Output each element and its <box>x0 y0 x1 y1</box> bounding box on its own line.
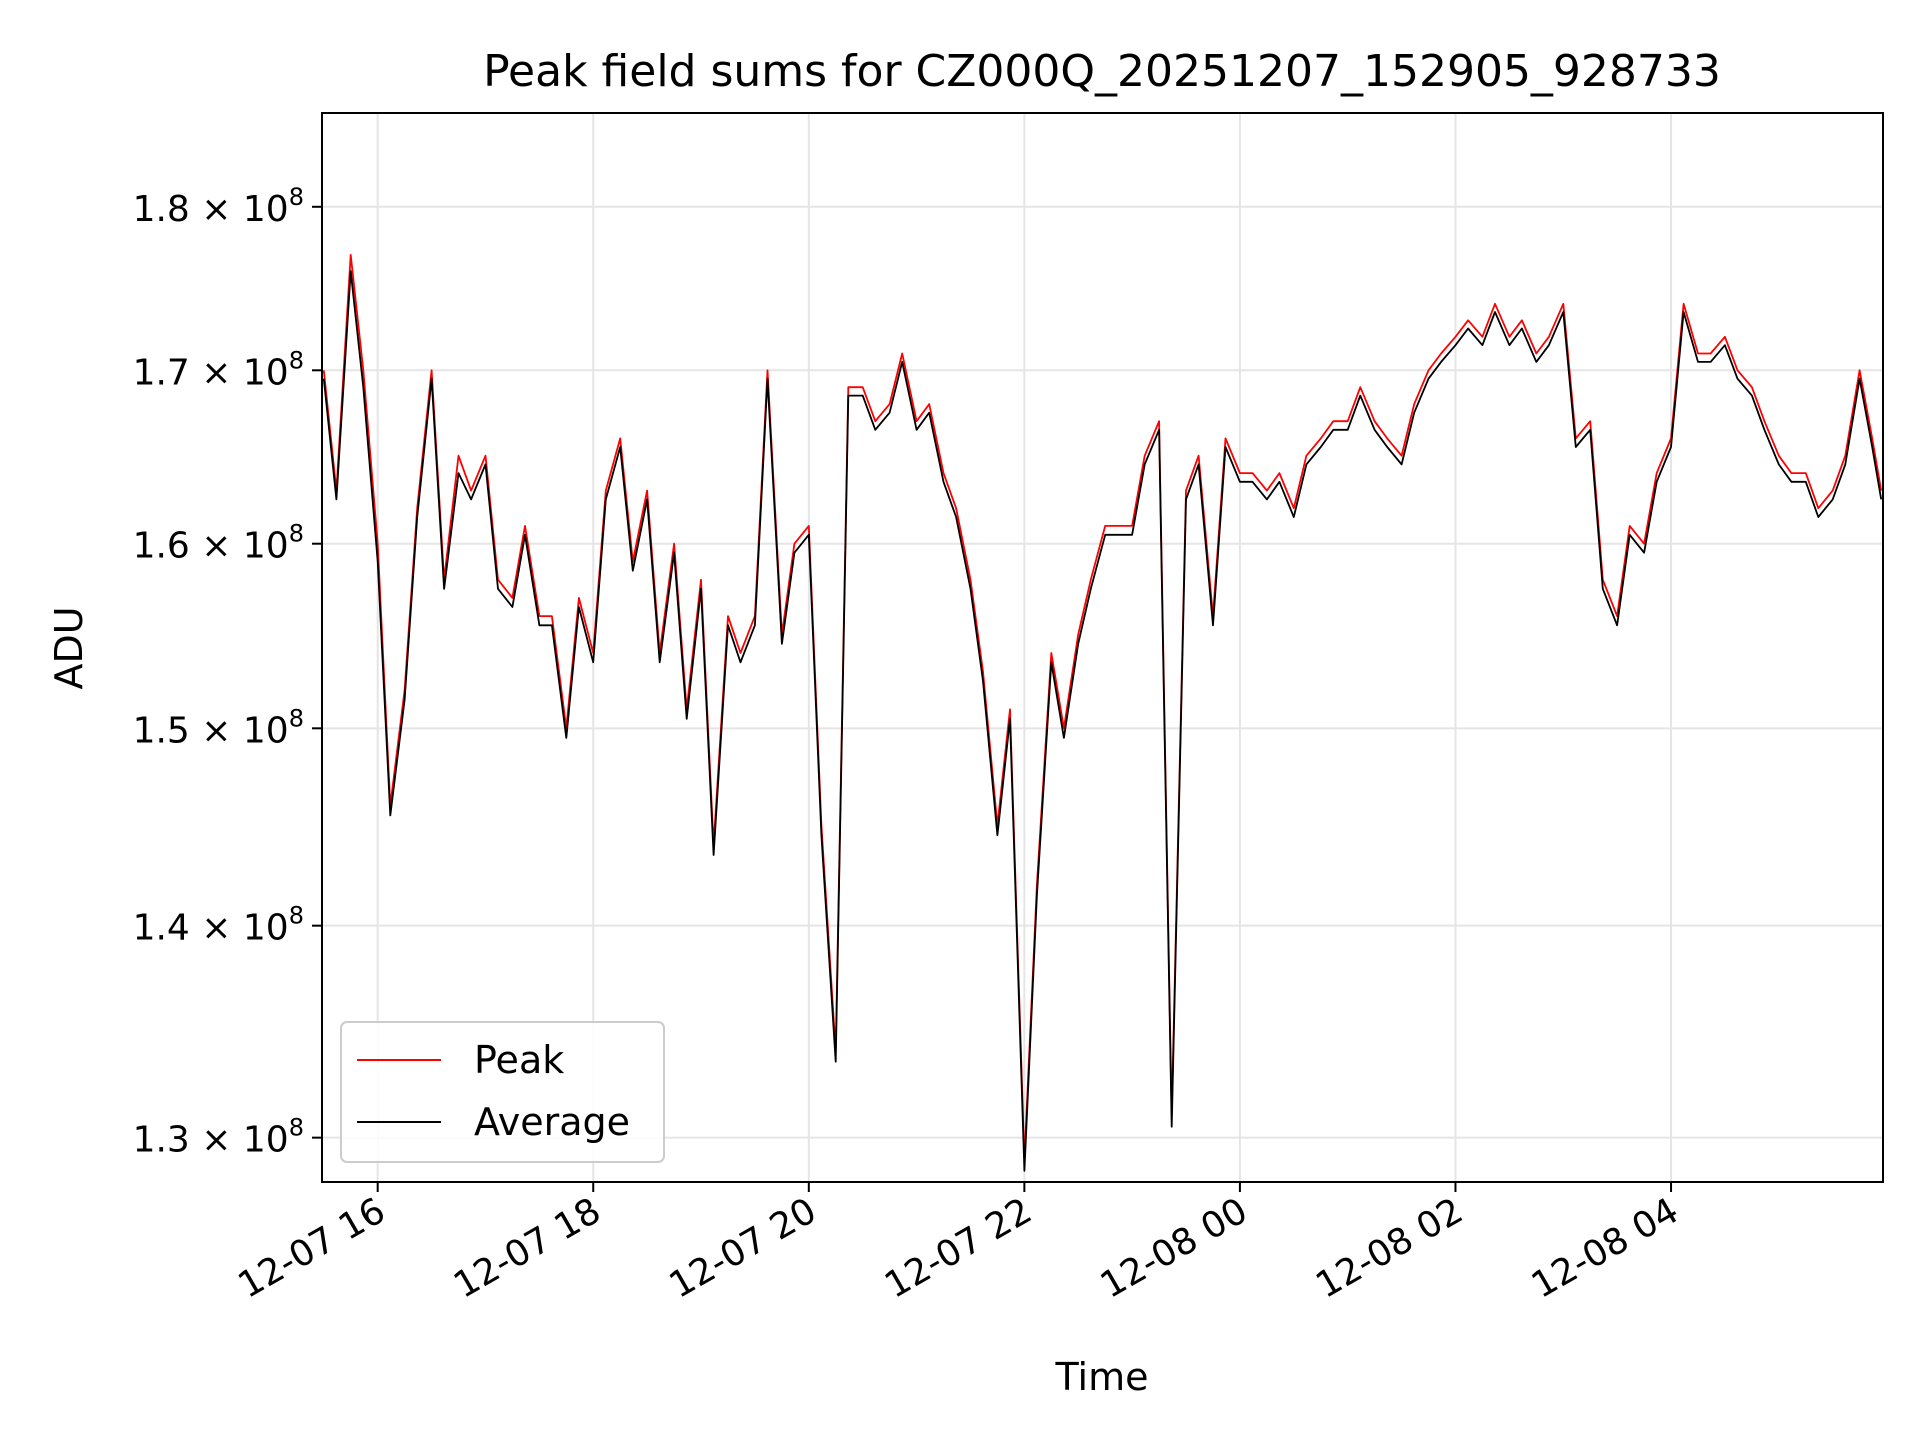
legend-label: Average <box>474 1100 630 1144</box>
y-tick-label: 1.8 × 108 <box>133 183 304 230</box>
plot-frame <box>321 112 1884 1183</box>
y-tick-label: 1.6 × 108 <box>133 520 304 567</box>
y-tick-label: 1.7 × 108 <box>133 346 304 393</box>
series-peak-line <box>322 253 1883 1161</box>
y-tick-label: 1.3 × 108 <box>133 1114 304 1161</box>
plot-lines <box>322 253 1883 1172</box>
chart-title: Peak field sums for CZ000Q_20251207_1529… <box>483 46 1721 97</box>
y-axis-label: ADU <box>47 606 91 689</box>
y-tick-label: 1.5 × 108 <box>133 704 304 751</box>
legend: Peak Average <box>340 1021 665 1163</box>
y-axis: 1.3 × 108 1.4 × 108 1.5 × 108 1.6 × 108 1.7 … <box>133 183 322 1161</box>
x-axis-label: Time <box>1055 1355 1149 1399</box>
grid <box>322 113 1883 1182</box>
legend-box <box>340 1021 665 1163</box>
y-tick-label: 1.4 × 108 <box>133 902 304 949</box>
legend-label: Peak <box>474 1038 564 1082</box>
series-average-line <box>322 270 1883 1172</box>
